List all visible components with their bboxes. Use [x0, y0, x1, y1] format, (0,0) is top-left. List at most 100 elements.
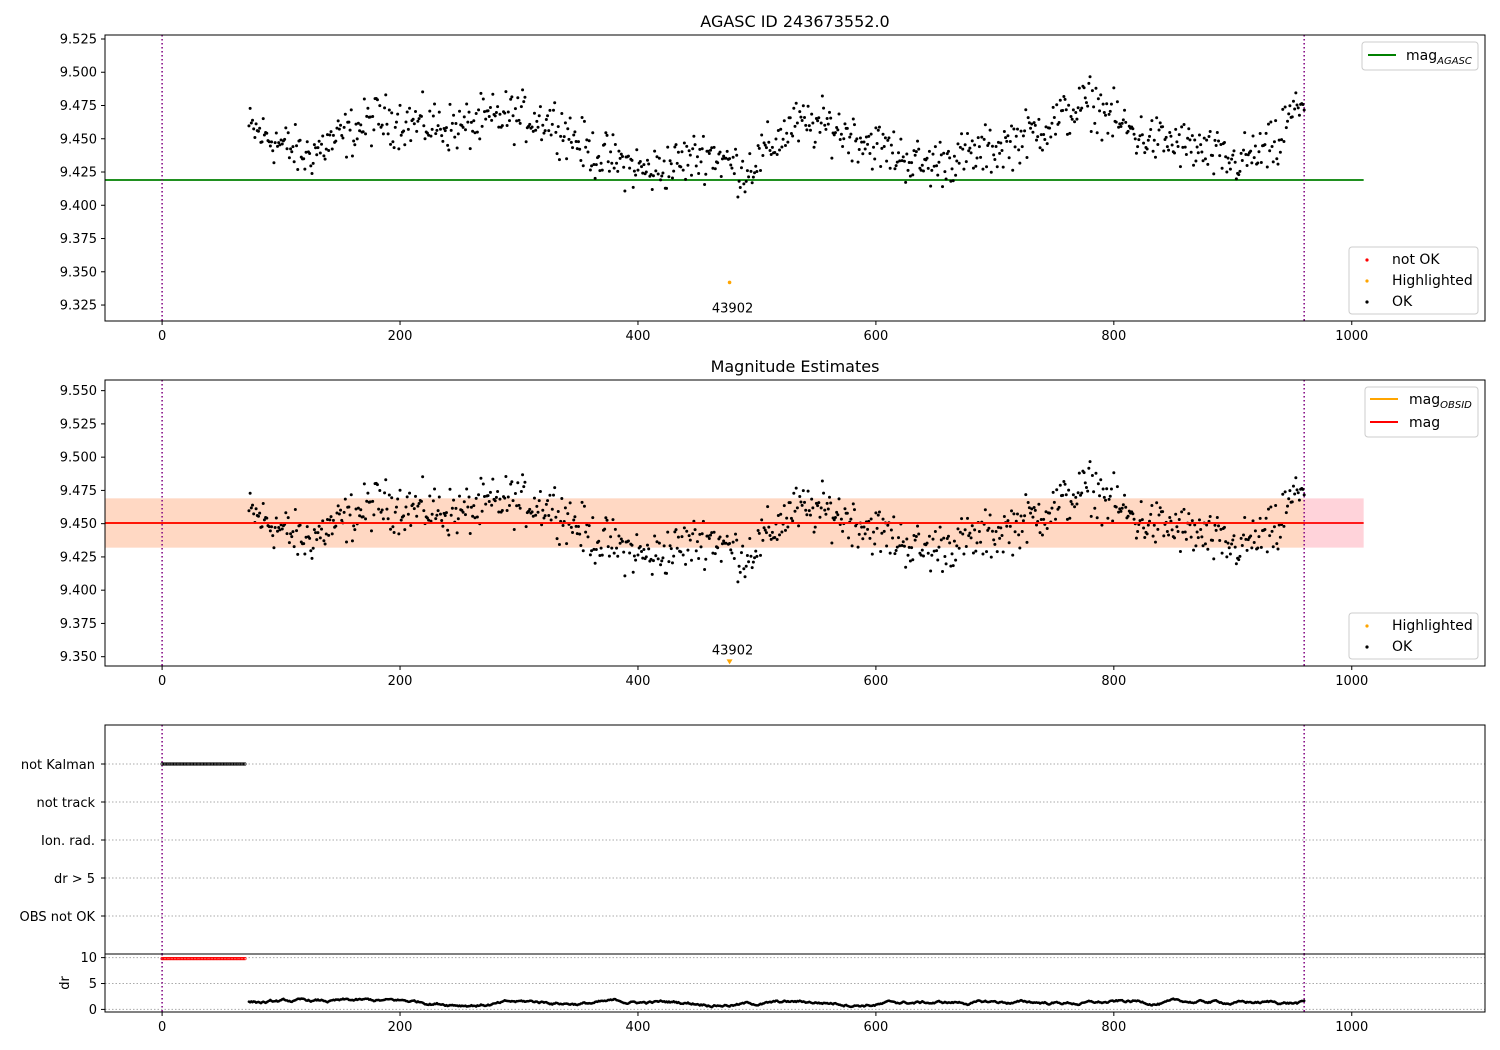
- data-point: [985, 550, 989, 554]
- data-point: [892, 515, 896, 519]
- data-point: [1277, 523, 1281, 527]
- data-point: [843, 122, 847, 126]
- data-point: [336, 119, 340, 123]
- data-point: [530, 125, 534, 129]
- data-point: [262, 518, 266, 522]
- data-point: [298, 138, 302, 142]
- data-point: [1201, 159, 1205, 163]
- data-point: [1283, 490, 1287, 494]
- data-point: [1253, 144, 1257, 148]
- data-point: [630, 158, 634, 162]
- data-point: [747, 175, 751, 179]
- data-point: [641, 171, 645, 175]
- data-point: [405, 110, 409, 114]
- data-point: [412, 507, 416, 511]
- data-point: [690, 173, 693, 177]
- data-point: [716, 161, 720, 165]
- data-point: [623, 189, 627, 193]
- data-point: [271, 534, 275, 538]
- data-point: [546, 499, 550, 503]
- data-point: [1231, 538, 1235, 542]
- data-point: [1145, 532, 1149, 536]
- data-point: [951, 564, 955, 568]
- data-point: [454, 121, 458, 125]
- data-point: [867, 519, 871, 523]
- data-point: [1051, 490, 1055, 494]
- data-point: [1208, 130, 1212, 134]
- data-point: [290, 150, 294, 154]
- data-point: [767, 525, 771, 529]
- data-point: [383, 106, 387, 110]
- data-point: [1108, 494, 1112, 498]
- data-point: [576, 524, 580, 528]
- data-point: [1071, 108, 1075, 112]
- data-point: [421, 90, 425, 94]
- data-point: [1017, 148, 1021, 152]
- data-point: [974, 549, 978, 553]
- data-point: [1250, 546, 1254, 550]
- data-point: [977, 529, 981, 533]
- data-point: [690, 558, 693, 562]
- x-tick-label: 800: [1101, 1020, 1126, 1035]
- data-point: [1286, 119, 1290, 123]
- data-point: [995, 550, 999, 554]
- data-point: [1153, 540, 1157, 544]
- data-point: [969, 536, 973, 540]
- data-point: [1010, 509, 1014, 513]
- data-point: [393, 125, 397, 129]
- data-point: [1183, 530, 1187, 534]
- data-point: [366, 106, 370, 110]
- data-point: [925, 541, 929, 545]
- data-point: [889, 528, 893, 532]
- data-point: [402, 514, 406, 518]
- data-point: [582, 504, 586, 508]
- data-point: [812, 530, 816, 534]
- data-point: [641, 556, 645, 560]
- data-point: [506, 495, 510, 499]
- data-point: [667, 175, 671, 179]
- data-point: [1175, 140, 1179, 144]
- data-point: [448, 102, 452, 106]
- data-point: [1014, 519, 1018, 523]
- data-point: [1118, 122, 1122, 126]
- data-point: [905, 537, 909, 541]
- data-point: [572, 133, 576, 137]
- data-point: [897, 151, 900, 155]
- data-point: [899, 137, 903, 141]
- data-point: [1035, 138, 1038, 142]
- data-point: [747, 560, 751, 564]
- data-point: [665, 571, 669, 575]
- data-point: [681, 168, 685, 172]
- data-point: [810, 497, 814, 501]
- legend-ok-marker: [1365, 300, 1369, 304]
- data-point: [543, 129, 547, 133]
- data-point: [349, 493, 353, 497]
- data-point: [1192, 163, 1196, 167]
- data-point: [626, 539, 630, 543]
- data-point: [352, 524, 356, 528]
- data-point: [730, 551, 734, 555]
- data-point: [364, 517, 368, 521]
- data-point: [1212, 557, 1216, 561]
- data-point: [862, 525, 866, 529]
- data-point: [1086, 104, 1090, 108]
- data-point: [1071, 493, 1075, 497]
- data-point: [729, 163, 733, 167]
- flag-category-label: Ion. rad.: [41, 834, 95, 849]
- data-point: [775, 153, 779, 157]
- data-point: [803, 500, 807, 504]
- data-point: [1031, 515, 1035, 519]
- data-point: [535, 119, 539, 123]
- data-point: [550, 507, 554, 511]
- data-point: [760, 133, 764, 137]
- data-point: [521, 88, 525, 92]
- data-point: [872, 530, 876, 534]
- data-point: [609, 535, 613, 539]
- data-point: [880, 146, 884, 150]
- data-point: [773, 535, 777, 539]
- data-point: [488, 490, 492, 494]
- data-point: [287, 156, 291, 160]
- data-point: [1149, 127, 1153, 131]
- data-point: [835, 510, 839, 514]
- data-point: [662, 159, 666, 163]
